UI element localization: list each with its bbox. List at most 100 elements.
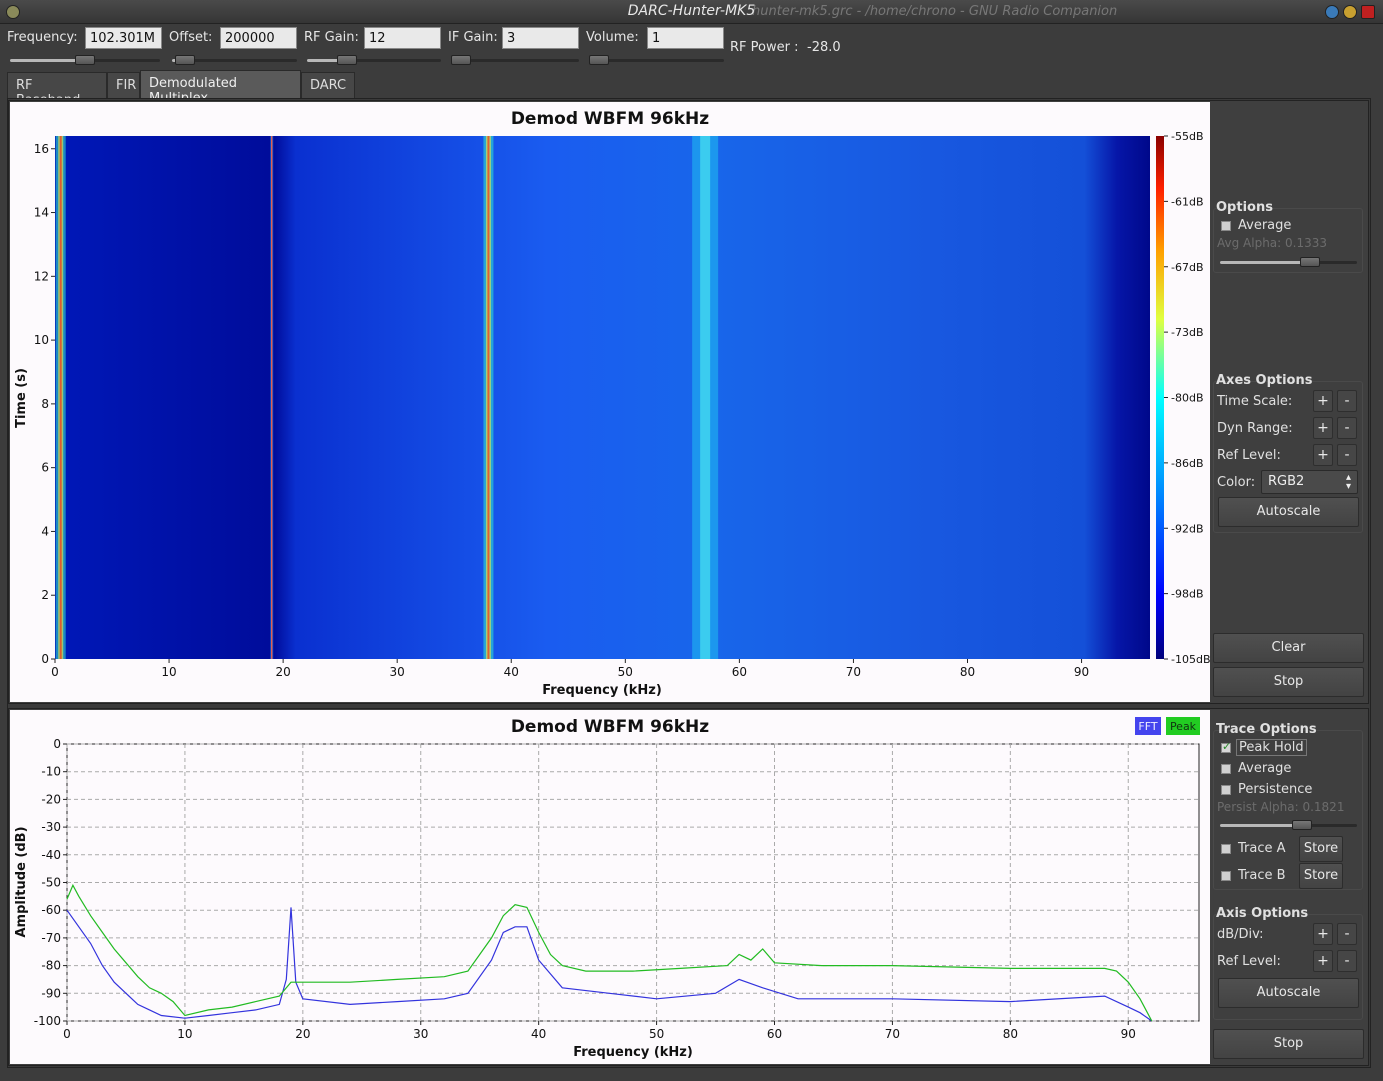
waterfall-feature-band bbox=[700, 136, 711, 659]
waterfall-stop-button[interactable]: Stop bbox=[1213, 667, 1364, 697]
colorbar-label: -55dB bbox=[1171, 130, 1204, 143]
fft-y-tick-label: -30 bbox=[41, 820, 61, 834]
offset-input[interactable] bbox=[220, 27, 297, 49]
tab-rf-baseband[interactable]: RF Baseband bbox=[7, 72, 107, 108]
close-icon[interactable] bbox=[1361, 5, 1375, 19]
waterfall-y-tick-label: 4 bbox=[41, 524, 49, 538]
persist-alpha-label: Persist Alpha: 0.1821 bbox=[1217, 800, 1345, 814]
rf-gain-input[interactable] bbox=[364, 27, 441, 49]
rf-gain-label: RF Gain: bbox=[304, 30, 359, 45]
tab-demodulated-multiplex[interactable]: Demodulated Multiplex bbox=[140, 70, 301, 106]
trace-options-title: Trace Options bbox=[1216, 722, 1317, 737]
waterfall-xlabel: Frequency (kHz) bbox=[542, 683, 662, 698]
time-scale-minus-button[interactable]: - bbox=[1337, 390, 1357, 412]
fft-stop-button[interactable]: Stop bbox=[1213, 1029, 1364, 1059]
time-scale-plus-button[interactable]: + bbox=[1313, 390, 1333, 412]
peak-hold-checkbox[interactable] bbox=[1221, 740, 1231, 753]
color-select[interactable]: RGB2 ▴ ▾ bbox=[1261, 470, 1358, 494]
fft-x-tick-label: 60 bbox=[767, 1027, 782, 1041]
persistence-checkbox[interactable] bbox=[1221, 785, 1231, 795]
clear-button[interactable]: Clear bbox=[1213, 633, 1364, 663]
waterfall-y-tick-label: 0 bbox=[41, 652, 49, 666]
waterfall-y-tick-label: 2 bbox=[41, 588, 49, 602]
frequency-input[interactable] bbox=[85, 27, 162, 49]
fft-average-checkbox[interactable] bbox=[1221, 764, 1231, 774]
waterfall-feature-band bbox=[487, 136, 490, 659]
db-div-minus-button[interactable]: - bbox=[1337, 923, 1357, 945]
trace-b-store-button[interactable]: Store bbox=[1299, 863, 1343, 889]
rf-gain-slider-handle[interactable] bbox=[337, 55, 358, 65]
avg-alpha-slider[interactable] bbox=[1220, 257, 1357, 267]
persist-alpha-slider-handle[interactable] bbox=[1292, 820, 1313, 830]
waterfall-y-tick-label: 10 bbox=[34, 333, 49, 347]
offset-slider[interactable] bbox=[172, 55, 297, 65]
waterfall-x-tick-label: 60 bbox=[732, 665, 747, 679]
fft-series bbox=[66, 883, 1153, 1022]
volume-input[interactable] bbox=[647, 27, 724, 49]
fft-x-ticks: 0 10 20 30 40 50 60 70 80 90 bbox=[63, 1021, 1136, 1041]
fft-ref-level-plus-button[interactable]: + bbox=[1313, 950, 1333, 972]
window-menu-icon[interactable] bbox=[6, 5, 20, 19]
trace-options-group bbox=[1213, 730, 1363, 890]
colorbar-label: -80dB bbox=[1171, 392, 1204, 405]
volume-slider[interactable] bbox=[589, 55, 724, 65]
waterfall-y-tick-label: 6 bbox=[41, 461, 49, 475]
fft-ylabel: Amplitude (dB) bbox=[14, 826, 29, 937]
tab-darc[interactable]: DARC bbox=[301, 72, 355, 98]
fft-x-tick-label: 80 bbox=[1003, 1027, 1018, 1041]
fft-title: Demod WBFM 96kHz bbox=[511, 717, 709, 737]
waterfall-ref-level-plus-button[interactable]: + bbox=[1313, 444, 1333, 466]
rf-gain-slider[interactable] bbox=[307, 55, 441, 65]
if-gain-slider-handle[interactable] bbox=[451, 55, 471, 65]
waterfall-average-checkbox[interactable] bbox=[1221, 221, 1231, 231]
fft-y-tick-label: 0 bbox=[53, 737, 61, 751]
persistence-label: Persistence bbox=[1238, 782, 1313, 797]
avg-alpha-slider-handle[interactable] bbox=[1300, 257, 1321, 267]
trace-b-checkbox[interactable] bbox=[1221, 871, 1231, 881]
window-titlebar[interactable]: hunter-mk5.grc - /home/chrono - GNU Radi… bbox=[0, 0, 1383, 24]
colorbar bbox=[1156, 136, 1164, 659]
minimize-icon[interactable] bbox=[1325, 5, 1339, 19]
fft-y-tick-label: -20 bbox=[41, 792, 61, 806]
colorbar-label: -86dB bbox=[1171, 457, 1204, 470]
waterfall-autoscale-button[interactable]: Autoscale bbox=[1218, 497, 1359, 527]
trace-a-checkbox[interactable] bbox=[1221, 844, 1231, 854]
maximize-icon[interactable] bbox=[1343, 5, 1357, 19]
waterfall-feature-band bbox=[59, 136, 62, 659]
waterfall-x-tick-label: 50 bbox=[618, 665, 633, 679]
fft-ref-level-minus-button[interactable]: - bbox=[1337, 950, 1357, 972]
volume-label: Volume: bbox=[586, 30, 639, 45]
dyn-range-plus-button[interactable]: + bbox=[1313, 417, 1333, 439]
waterfall-x-tick-label: 20 bbox=[275, 665, 290, 679]
fft-legend-peak-label: Peak bbox=[1170, 720, 1197, 733]
trace-a-label: Trace A bbox=[1238, 841, 1286, 856]
fft-y-ticks: 0 -10 -20 -30 -40 -50 -60 -70 -80 -90 -100 bbox=[34, 737, 67, 1028]
waterfall-ref-level-minus-button[interactable]: - bbox=[1337, 444, 1357, 466]
waterfall-y-tick-label: 16 bbox=[34, 142, 49, 156]
frequency-label: Frequency: bbox=[7, 30, 78, 45]
waterfall-y-ticks: 0 2 4 6 8 10 12 14 16 bbox=[34, 142, 55, 666]
tab-fir[interactable]: FIR bbox=[107, 72, 140, 98]
offset-slider-handle[interactable] bbox=[174, 55, 195, 65]
fft-ref-level-label: Ref Level: bbox=[1217, 954, 1281, 969]
if-gain-slider[interactable] bbox=[451, 55, 579, 65]
colorbar-labels: -55dB -61dB -67dB -73dB -80dB -86dB -92dB -98dB… bbox=[1164, 130, 1211, 666]
fft-x-tick-label: 0 bbox=[63, 1027, 71, 1041]
trace-b-label: Trace B bbox=[1238, 868, 1286, 883]
frequency-slider-handle[interactable] bbox=[75, 55, 95, 65]
volume-slider-handle[interactable] bbox=[589, 55, 609, 65]
waterfall-chart: Demod WBFM 96kHz 0 10 20 30 40 50 60 70 80 90 0 2 4… bbox=[14, 109, 1211, 698]
rf-power-label: RF Power : bbox=[730, 40, 799, 55]
fft-y-tick-label: -40 bbox=[41, 848, 61, 862]
dyn-range-minus-button[interactable]: - bbox=[1337, 417, 1357, 439]
fft-y-tick-label: -50 bbox=[41, 876, 61, 890]
frequency-slider[interactable] bbox=[10, 55, 160, 65]
colorbar-label: -98dB bbox=[1171, 588, 1204, 601]
if-gain-input[interactable] bbox=[502, 27, 579, 49]
axes-options-group bbox=[1213, 381, 1363, 533]
fft-autoscale-button[interactable]: Autoscale bbox=[1218, 978, 1359, 1008]
persist-alpha-slider[interactable] bbox=[1220, 820, 1357, 830]
trace-a-store-button[interactable]: Store bbox=[1299, 836, 1343, 862]
db-div-plus-button[interactable]: + bbox=[1313, 923, 1333, 945]
fft-series-line-fft bbox=[66, 907, 1153, 1022]
